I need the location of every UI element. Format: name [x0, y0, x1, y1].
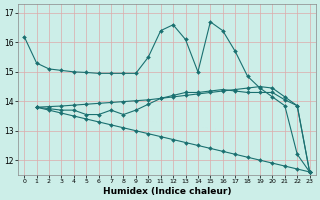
X-axis label: Humidex (Indice chaleur): Humidex (Indice chaleur): [103, 187, 231, 196]
